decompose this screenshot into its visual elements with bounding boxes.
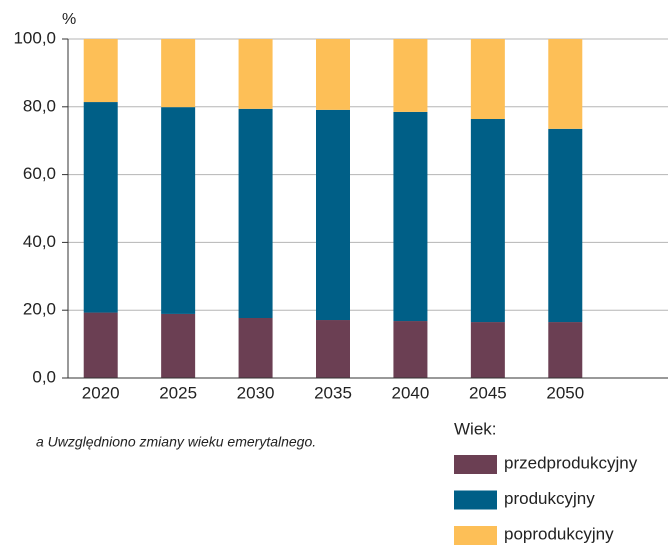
bar-segment [393,321,428,378]
x-tick-label: 2020 [82,383,120,402]
x-tick-label: 2035 [314,383,352,402]
bar-segment [316,109,350,321]
legend-label: poprodukcyjny [504,524,614,543]
x-tick-label: 2030 [237,383,275,402]
y-tick-label: 0,0 [32,367,56,386]
legend-label: przedprodukcyjny [504,453,638,472]
bar-segment [548,39,583,129]
footnote: a Uwzględniono zmiany wieku emerytalnego… [36,434,316,450]
bar-segment [238,39,273,109]
bar-segment [393,111,428,322]
y-tick-label: 80,0 [23,96,56,115]
bar-segment [161,313,196,378]
x-tick-label: 2025 [159,383,197,402]
bar-segment [470,322,505,378]
y-tick-label: 100,0 [13,28,56,47]
legend-swatch [454,490,497,510]
bar-segment [470,119,505,323]
legend-swatch [454,455,497,474]
bar-segment [83,312,118,378]
bar-segment [393,39,428,112]
y-tick-label: 60,0 [23,164,56,183]
bar-segment [161,39,196,108]
bar-segment [83,102,118,313]
x-tick-label: 2045 [469,383,507,402]
bar-segment [238,317,273,378]
x-tick-label: 2040 [392,383,430,402]
legend-label: produkcyjny [504,489,595,508]
bar-segment [470,39,505,120]
y-tick-label: 40,0 [23,232,56,251]
x-tick-label: 2050 [546,383,584,402]
y-axis-label: % [62,11,76,28]
bar-segment [316,320,350,378]
y-tick-label: 20,0 [23,300,56,319]
bar-segment [316,39,350,110]
bar-segment [83,39,118,103]
bar-segment [548,322,583,378]
bar-segment [548,128,583,323]
bar-segment [161,107,196,314]
legend-title: Wiek: [454,419,497,438]
legend-swatch [454,526,497,545]
bar-segment [238,108,273,318]
